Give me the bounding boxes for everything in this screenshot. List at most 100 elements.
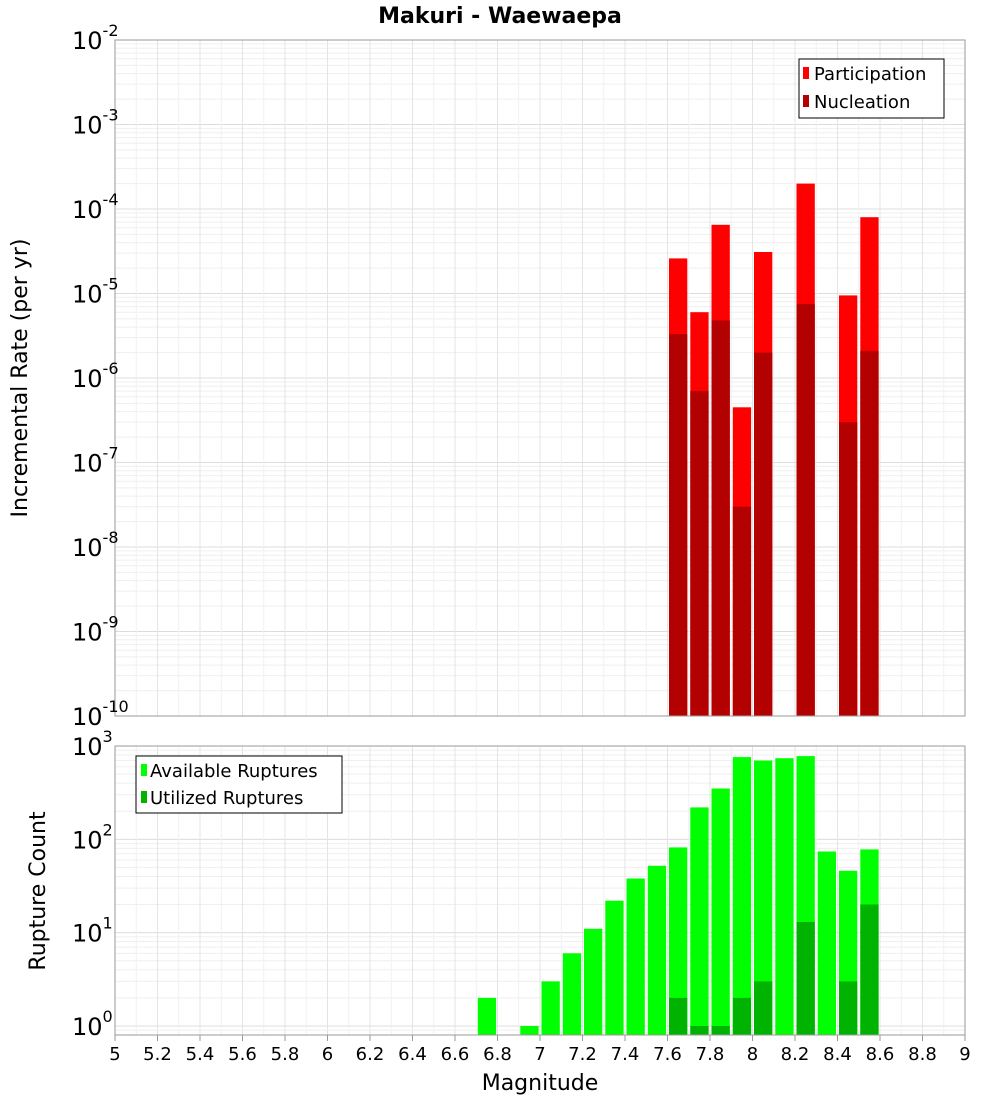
tick-exponent: -9 (103, 613, 119, 632)
legend-swatch-participation (803, 67, 809, 79)
x-tick-label: 7.2 (568, 1044, 597, 1065)
bottom-y-tick-label: 100 (72, 1007, 113, 1041)
count-bar-a (775, 758, 794, 1035)
top-y-axis-label: Incremental Rate (per yr) (8, 239, 33, 518)
tick-base: 10 (72, 281, 103, 309)
tick-exponent: -8 (103, 528, 119, 547)
count-bar-a (605, 900, 624, 1035)
count-bar-a (690, 807, 709, 1035)
x-tick-label: 8.2 (781, 1044, 810, 1065)
x-tick-label: 5.6 (228, 1044, 257, 1065)
count-bar-a (817, 851, 836, 1035)
count-bar-a (754, 760, 773, 1035)
legend-swatch-available (141, 764, 147, 776)
tick-base: 10 (72, 733, 103, 761)
top-y-tick-label: 10-7 (72, 444, 119, 478)
x-tick-label: 7.6 (653, 1044, 682, 1065)
count-bar-b (690, 1026, 709, 1035)
count-bar-a (647, 865, 667, 1035)
count-bar-a (477, 997, 497, 1035)
tick-exponent: -2 (103, 21, 119, 40)
tick-exponent: -5 (103, 275, 119, 294)
top-y-tick-label: 10-9 (72, 613, 119, 647)
tick-base: 10 (72, 365, 103, 393)
tick-base: 10 (72, 920, 103, 948)
tick-exponent: -6 (103, 359, 119, 378)
legend-swatch-utilized (141, 791, 147, 803)
top-y-tick-label: 10-2 (72, 21, 119, 55)
tick-base: 10 (72, 534, 103, 562)
x-tick-label: 6.4 (398, 1044, 427, 1065)
x-tick-label: 5 (109, 1044, 120, 1065)
rate-bar-b (690, 391, 709, 716)
x-tick-label: 5.2 (143, 1044, 172, 1065)
x-tick-label: 6.2 (356, 1044, 385, 1065)
x-tick-label: 7.4 (611, 1044, 640, 1065)
x-tick-labels: 5 5.2 5.4 5.6 5.8 6 6.2 6.4 6.6 6.8 7 7.2 7.4 7.6 7.8 8… (109, 1035, 971, 1065)
x-tick-label: 6.6 (441, 1044, 470, 1065)
bottom-legend: Available Ruptures Utilized Ruptures (135, 755, 343, 814)
tick-base: 10 (72, 703, 103, 731)
count-bar-a (626, 878, 645, 1035)
bottom-y-tick-label: 101 (72, 914, 113, 948)
count-bar-b (732, 997, 752, 1035)
count-bar-a (584, 928, 603, 1035)
rate-bar-b (711, 320, 730, 716)
top-y-tick-label: 10-4 (72, 190, 119, 224)
x-tick-label: 9 (959, 1044, 970, 1065)
count-bar-a (541, 981, 560, 1035)
top-y-tick-label: 10-6 (72, 359, 119, 393)
top-legend-box (798, 58, 945, 119)
x-tick-label: 6 (322, 1044, 333, 1065)
top-plot-grid (114, 40, 966, 717)
bottom-plot-bars (477, 756, 879, 1035)
count-bar-b (754, 981, 773, 1035)
legend-label-utilized: Utilized Ruptures (150, 788, 303, 809)
x-tick-label: 8.4 (823, 1044, 852, 1065)
legend-label-nucleation: Nucleation (814, 92, 910, 113)
x-tick-label: 8.6 (866, 1044, 895, 1065)
tick-exponent: 3 (103, 727, 113, 746)
tick-exponent: -10 (103, 697, 129, 716)
count-bar-a (562, 953, 582, 1035)
count-bar-b (860, 904, 879, 1035)
tick-base: 10 (72, 112, 103, 140)
top-y-tick-label: 10-8 (72, 528, 119, 562)
rate-bar-b (669, 334, 688, 716)
tick-base: 10 (72, 27, 103, 55)
tick-base: 10 (72, 826, 103, 854)
top-y-tick-label: 10-5 (72, 275, 119, 309)
rate-bar-b (796, 304, 815, 716)
legend-swatch-nucleation (803, 95, 809, 107)
legend-label-available: Available Ruptures (150, 761, 318, 782)
tick-exponent: 1 (103, 914, 113, 933)
tick-base: 10 (72, 1013, 103, 1041)
x-tick-label: 5.4 (186, 1044, 215, 1065)
tick-base: 10 (72, 450, 103, 478)
top-legend: Participation Nucleation (798, 58, 945, 119)
x-tick-label: 5.8 (271, 1044, 300, 1065)
tick-exponent: 0 (103, 1007, 113, 1026)
tick-base: 10 (72, 196, 103, 224)
rate-bar-b (732, 506, 752, 716)
rate-bar-b (860, 350, 879, 716)
bottom-y-tick-label: 102 (72, 820, 113, 854)
count-bar-a (669, 847, 688, 1035)
top-plot-frame (114, 39, 966, 717)
count-bar-b (796, 922, 815, 1035)
rate-bar-b (754, 352, 773, 716)
x-axis-label: Magnitude (482, 1071, 599, 1096)
chart-title: Makuri - Waewaepa (378, 4, 622, 29)
top-plot-bars (669, 183, 879, 717)
count-bar-a (732, 757, 752, 1035)
x-tick-label: 7 (534, 1044, 545, 1065)
tick-exponent: -4 (103, 190, 119, 209)
tick-base: 10 (72, 619, 103, 647)
bottom-y-axis-label: Rupture Count (26, 811, 51, 971)
x-tick-label: 8.8 (908, 1044, 937, 1065)
rate-bar-b (839, 422, 858, 716)
count-bar-b (669, 997, 688, 1035)
